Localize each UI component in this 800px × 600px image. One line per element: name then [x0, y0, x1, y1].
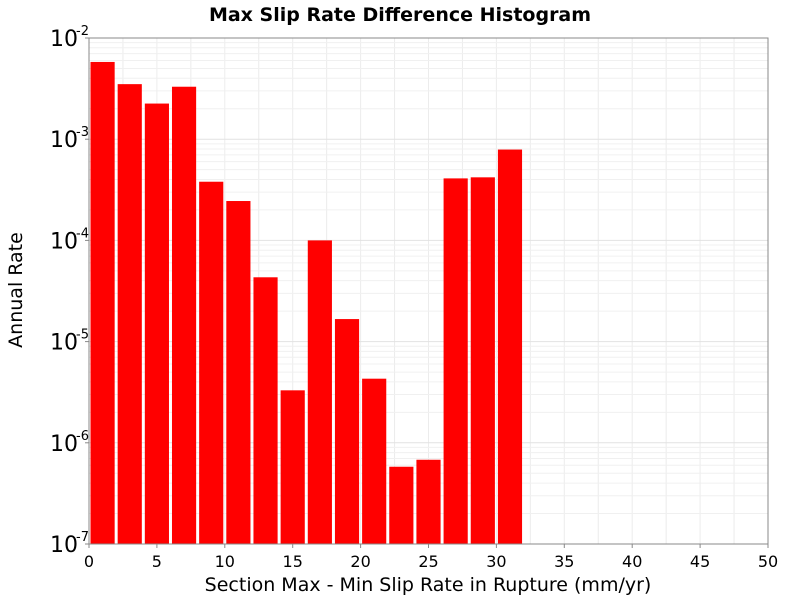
x-tick-label: 0 — [84, 552, 94, 571]
x-tick-label: 40 — [622, 552, 642, 571]
y-axis-label: Annual Rate — [5, 232, 27, 348]
y-tick-label-base: 10 — [50, 229, 78, 254]
x-tick-label: 20 — [350, 552, 370, 571]
y-tick-label-base: 10 — [50, 533, 78, 558]
x-tick-label: 35 — [554, 552, 574, 571]
histogram-bar — [117, 84, 142, 544]
x-tick-label: 50 — [758, 552, 778, 571]
histogram-bar — [280, 390, 305, 544]
histogram-bar — [307, 240, 332, 544]
y-tick-label-base: 10 — [50, 128, 78, 153]
x-tick-label: 10 — [215, 552, 235, 571]
y-tick-label-exponent: -6 — [76, 429, 89, 444]
histogram-bar — [226, 201, 251, 544]
y-tick-label-exponent: -5 — [76, 328, 89, 343]
y-tick-label-base: 10 — [50, 331, 78, 356]
histogram-bar — [171, 86, 197, 544]
histogram-bar — [253, 277, 278, 544]
bars — [90, 61, 523, 545]
x-tick-label: 15 — [283, 552, 303, 571]
chart-title: Max Slip Rate Difference Histogram — [209, 4, 591, 26]
plot-area — [88, 37, 769, 545]
x-tick-label: 25 — [418, 552, 438, 571]
x-axis-label: Section Max - Min Slip Rate in Rupture (… — [205, 574, 652, 596]
y-axis-ticks: 10-710-610-510-410-310-2 — [50, 24, 89, 558]
y-tick-label-base: 10 — [50, 432, 78, 457]
histogram-bar — [144, 103, 169, 544]
histogram-bar — [470, 177, 495, 544]
y-tick-label-exponent: -2 — [76, 24, 89, 39]
y-tick-label-base: 10 — [50, 27, 78, 52]
histogram-bar — [199, 181, 224, 545]
x-tick-label: 30 — [486, 552, 506, 571]
y-tick-label-exponent: -4 — [76, 226, 89, 241]
y-tick-label-exponent: -7 — [76, 530, 89, 545]
x-axis-ticks: 0 5 10 15 20 25 30 35 40 45 50 — [84, 544, 778, 571]
y-tick-label-exponent: -3 — [76, 125, 89, 140]
histogram-bar — [362, 378, 387, 544]
x-tick-label: 45 — [690, 552, 710, 571]
histogram-bar — [416, 459, 441, 544]
histogram-bar — [443, 178, 468, 544]
histogram-bar — [334, 319, 360, 544]
histogram-bar — [497, 149, 523, 544]
x-tick-label: 5 — [152, 552, 162, 571]
histogram-bar — [90, 61, 115, 544]
histogram-bar — [389, 466, 414, 544]
